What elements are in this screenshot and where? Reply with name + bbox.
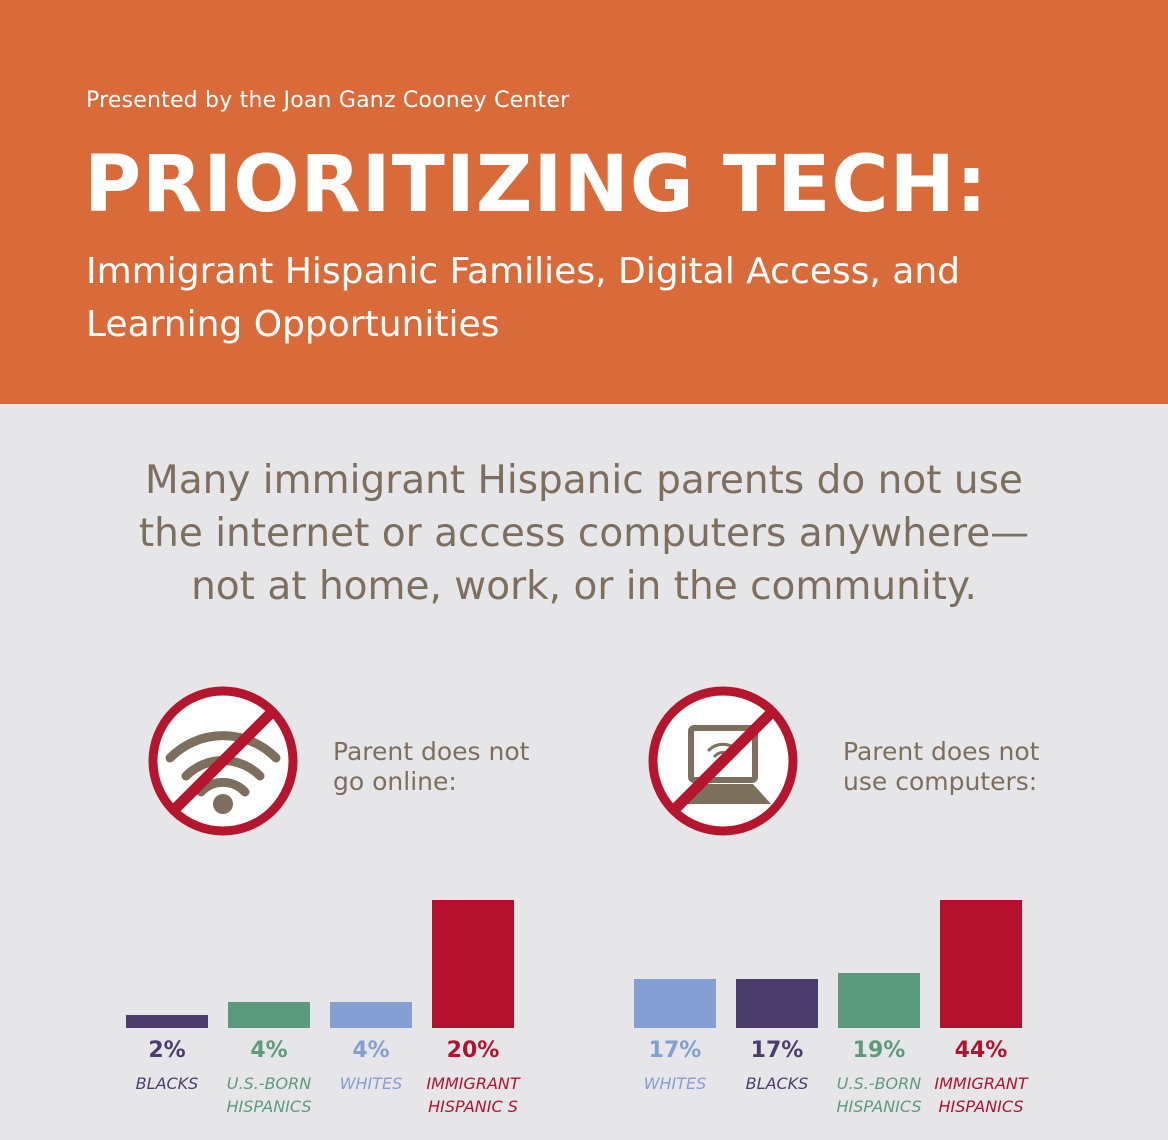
category-label: IMMIGRANT HISPANIC S (408, 1072, 538, 1118)
chart-bar (634, 979, 716, 1028)
online-label-line-1: Parent does not (333, 737, 530, 766)
data-label: 17% (750, 1038, 804, 1063)
category-label-line: IMMIGRANT (426, 1074, 520, 1093)
intro-line-1: Many immigrant Hispanic parents do not u… (145, 458, 1023, 503)
category-label: IMMIGRANT HISPANICS (916, 1072, 1046, 1118)
category-label: BLACKS (102, 1072, 232, 1095)
data-label: 4% (352, 1038, 390, 1063)
category-label-line: HISPANICS (226, 1097, 312, 1116)
chart-bar (432, 900, 514, 1028)
chart-bar (940, 900, 1022, 1028)
category-label-line: WHITES (339, 1074, 403, 1093)
category-label-line: HISPANICS (836, 1097, 922, 1116)
category-label: U.S.-BORN HISPANICS (814, 1072, 944, 1118)
computers-label-line-2: use computers: (843, 767, 1038, 796)
category-label: U.S.-BORN HISPANICS (204, 1072, 334, 1118)
intro-line-2: the internet or access computers anywher… (138, 511, 1030, 556)
presented-by: Presented by the Joan Ganz Cooney Center (86, 88, 570, 113)
category-label-line: IMMIGRANT (934, 1074, 1028, 1093)
category-label-line: U.S.-BORN (836, 1074, 922, 1093)
page-title: PRIORITIZING TECH: (84, 140, 989, 230)
chart-bar (736, 979, 818, 1028)
category-label-line: BLACKS (135, 1074, 199, 1093)
header-banner: Presented by the Joan Ganz Cooney Center… (0, 0, 1168, 404)
intro-statement: Many immigrant Hispanic parents do not u… (84, 454, 1084, 613)
no-wifi-icon (148, 686, 298, 836)
category-label: WHITES (306, 1072, 436, 1095)
data-label: 17% (648, 1038, 702, 1063)
category-label: WHITES (610, 1072, 740, 1095)
chart-bar (838, 973, 920, 1028)
data-label: 20% (446, 1038, 500, 1063)
data-label: 4% (250, 1038, 288, 1063)
subtitle-line-1: Immigrant Hispanic Families, Digital Acc… (86, 251, 961, 292)
data-label: 2% (148, 1038, 186, 1063)
subtitle-line-2: Learning Opportunities (86, 304, 500, 345)
bar-charts: 2% BLACKS 4% U.S.-BORN HISPANICS 4% WHITES 20% I… (0, 880, 1168, 1140)
computers-label-line-1: Parent does not (843, 737, 1040, 766)
category-label-line: BLACKS (745, 1074, 809, 1093)
category-label-line: HISPANIC S (428, 1097, 518, 1116)
online-label-line-2: go online: (333, 767, 457, 796)
online-chart-label: Parent does not go online: (333, 737, 529, 797)
chart-bar (126, 1015, 208, 1028)
category-label: BLACKS (712, 1072, 842, 1095)
data-label: 19% (852, 1038, 906, 1063)
category-label-line: U.S.-BORN (226, 1074, 312, 1093)
intro-line-3: not at home, work, or in the community. (191, 564, 977, 609)
computers-chart-label: Parent does not use computers: (843, 737, 1039, 797)
category-label-line: HISPANICS (938, 1097, 1024, 1116)
chart-bar (228, 1002, 310, 1028)
no-laptop-icon (648, 686, 798, 836)
data-label: 44% (954, 1038, 1008, 1063)
page-subtitle: Immigrant Hispanic Families, Digital Acc… (86, 245, 1086, 351)
category-label-line: WHITES (643, 1074, 707, 1093)
chart-bar (330, 1002, 412, 1028)
